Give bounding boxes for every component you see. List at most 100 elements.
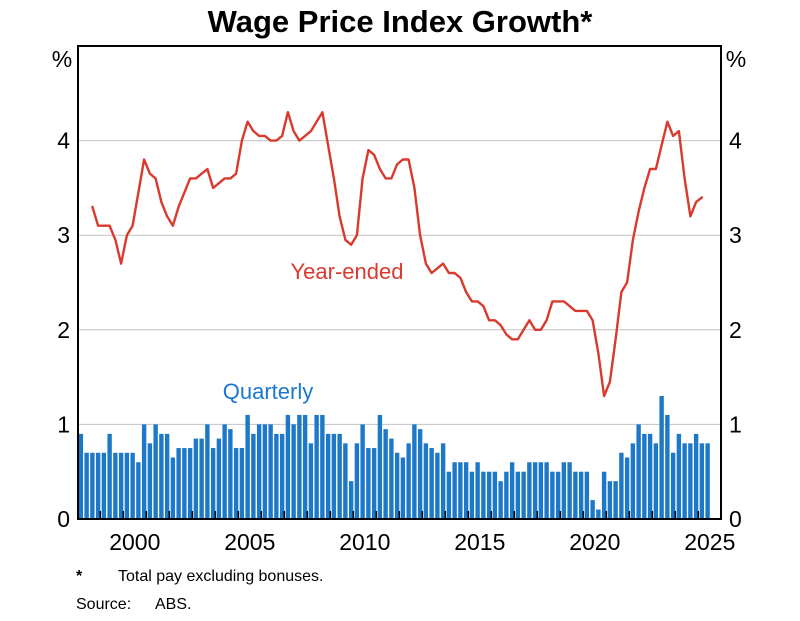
bar [101,452,107,519]
bar [486,471,492,519]
bar [429,448,434,519]
bar [624,457,630,519]
bar [118,452,124,519]
bar [688,443,693,519]
y-tick-label-left: 4 [57,128,70,154]
bar [308,443,314,519]
bar [498,481,503,519]
bar [354,443,360,519]
bar [251,433,256,519]
bar [515,471,521,519]
bar [84,452,89,519]
bar [153,424,158,519]
bar [337,433,342,519]
y-tick-label-right: 3 [729,222,742,248]
bar [555,471,561,519]
bar [670,452,676,519]
bar [492,471,498,519]
bar [182,448,187,519]
bar [256,424,262,519]
bar [78,433,84,519]
bar [509,462,515,519]
bar [435,452,440,519]
bar [262,424,268,519]
bar [245,414,250,519]
y-axis-unit-right: % [726,46,746,72]
bar [521,471,526,519]
bar [268,424,273,519]
x-tick-label: 2015 [454,529,505,555]
bar [136,462,141,519]
bar [205,424,210,519]
bar [176,448,181,519]
year-ended-line [91,110,704,398]
bar [216,438,222,519]
bar [699,443,705,519]
source-text: ABS. [155,596,192,613]
bar [107,433,112,519]
bar [423,443,429,519]
bar [159,433,164,519]
bar [630,443,636,519]
bar [394,452,400,519]
bar [619,452,624,519]
bar [199,438,204,519]
bar [642,433,647,519]
bar [446,471,452,519]
y-axis-unit-left: % [52,46,72,72]
bar [596,509,601,519]
bar [693,433,699,519]
bar [389,438,394,519]
x-tick-label: 2010 [339,529,390,555]
series-label-year-ended-label: Year-ended [291,259,404,284]
bar [584,471,590,519]
y-tick-label-right: 0 [729,506,742,532]
footnote-asterisk: * Total pay excluding bonuses. [76,568,323,586]
bar [665,414,670,519]
y-tick-label-left: 0 [57,506,70,532]
bar [636,424,641,519]
bar [676,433,682,519]
bar [331,433,337,519]
bar [113,452,118,519]
chart-title: Wage Price Index Growth* [207,4,593,39]
y-tick-label-left: 2 [57,317,70,343]
bar [95,452,101,519]
bar [653,443,659,519]
bar [601,471,607,519]
series-label-quarterly-label: Quarterly [223,379,313,404]
footnote-text: Total pay excluding bonuses. [118,568,324,585]
bar [504,471,509,519]
x-tick-label: 2005 [224,529,275,555]
y-tick-label-left: 1 [57,411,70,437]
bar [325,433,331,519]
x-tick-label: 2020 [569,529,620,555]
bar [228,429,233,519]
bar [279,433,285,519]
bar [377,414,383,519]
y-tick-label-left: 3 [57,222,70,248]
bar [360,424,365,519]
x-tick-label: 2025 [684,529,735,555]
bar [239,448,245,519]
bar [607,481,613,519]
bar [440,443,446,519]
footnote-source: Source: ABS. [76,596,191,614]
bar [164,433,170,519]
bar [147,443,153,519]
source-label: Source: [76,596,132,613]
bar [452,462,457,519]
bar [417,429,423,519]
bar [222,424,227,519]
plot-frame [77,45,722,520]
bar [210,448,216,519]
bar [314,414,319,519]
bar [193,438,199,519]
bar [130,452,135,519]
bar [527,462,532,519]
bar [170,457,176,519]
bar [475,462,480,519]
bar [590,500,595,519]
